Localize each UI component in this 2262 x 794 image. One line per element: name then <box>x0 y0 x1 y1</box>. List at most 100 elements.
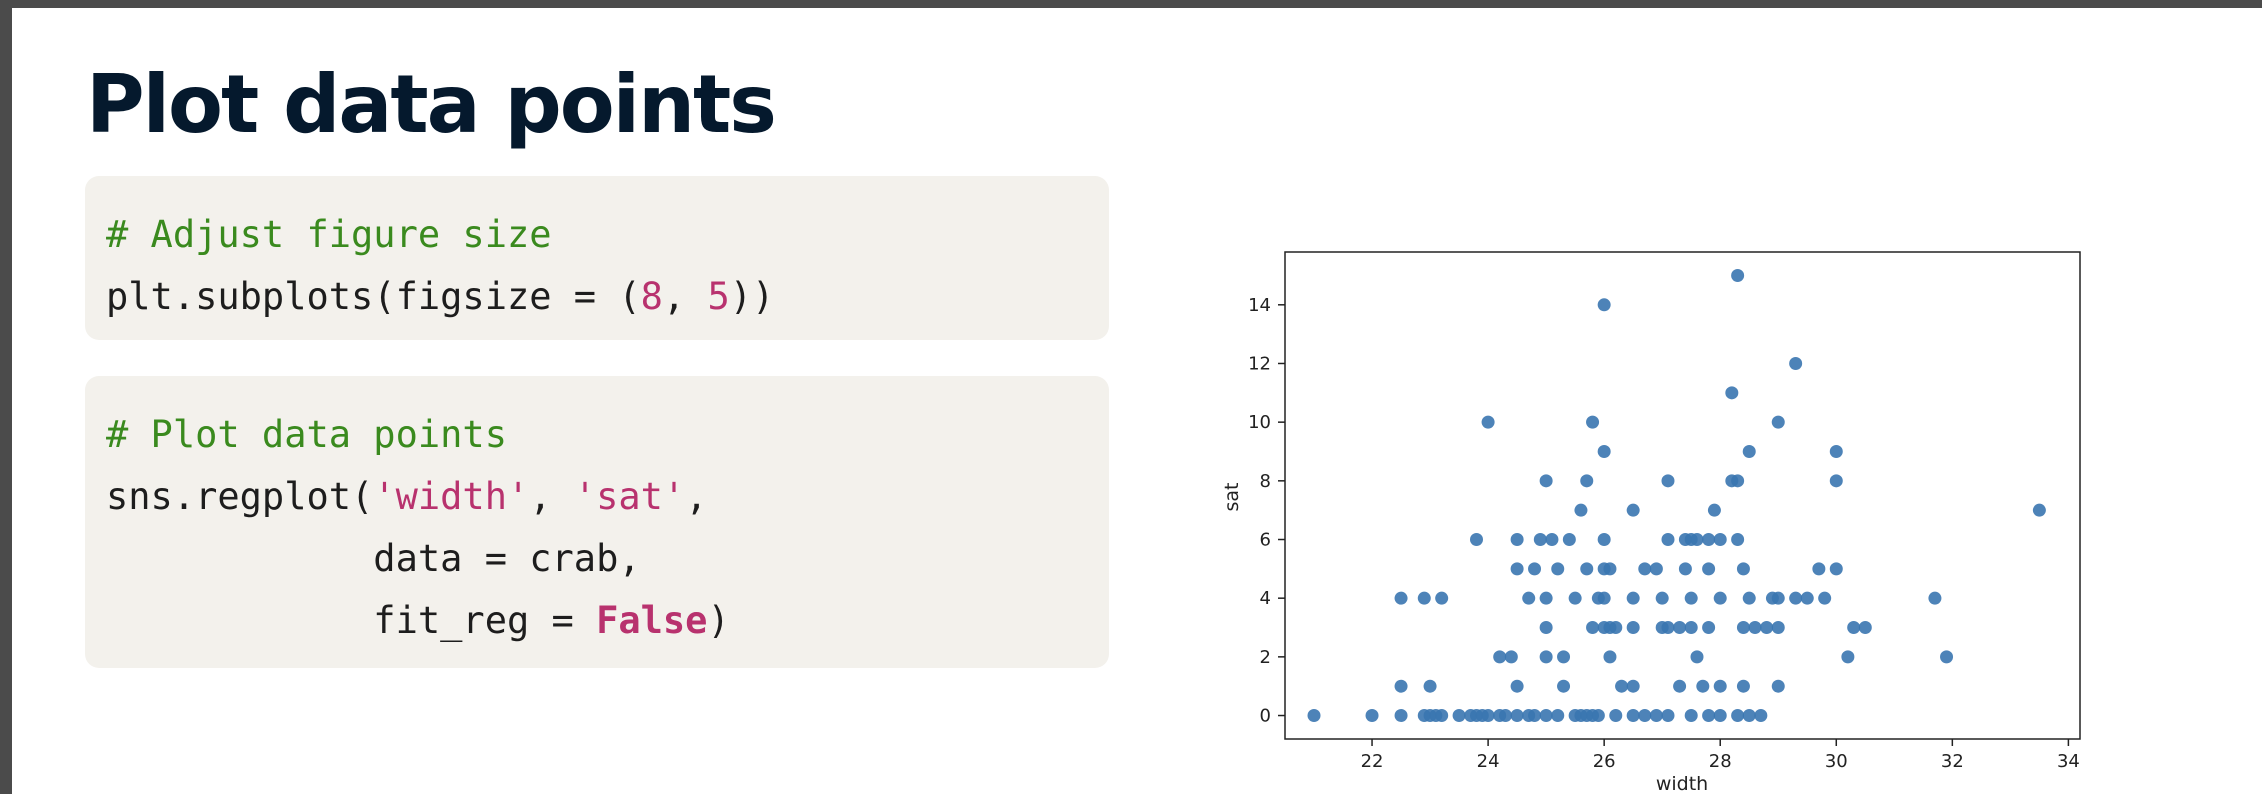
scatter-point <box>1690 650 1704 664</box>
code-token: 5 <box>707 275 730 318</box>
scatter-point <box>1603 650 1617 664</box>
scatter-point <box>1812 562 1826 576</box>
scatter-point <box>1829 474 1843 488</box>
scatter-point <box>1539 709 1553 723</box>
code-token: ) <box>707 599 730 642</box>
y-tick-label: 2 <box>1260 647 1271 668</box>
y-tick-label: 10 <box>1248 412 1271 433</box>
scatter-point <box>1586 415 1600 429</box>
scatter-point <box>1307 709 1321 723</box>
y-axis-label: sat <box>1221 483 1243 512</box>
scatter-point <box>1504 650 1518 664</box>
scatter-point <box>1597 444 1611 458</box>
scatter-point <box>1678 562 1692 576</box>
scatter-point <box>1684 591 1698 605</box>
scatter-point <box>1510 562 1524 576</box>
scatter-point <box>1661 621 1675 635</box>
code-token: 'width' <box>373 475 530 518</box>
scatter-point <box>1673 679 1687 693</box>
x-tick-label: 24 <box>1477 751 1500 772</box>
scatter-point <box>1452 709 1466 723</box>
scatter-point <box>1539 474 1553 488</box>
scatter-point <box>1586 621 1600 635</box>
code-line: data = crab, <box>106 528 1109 590</box>
scatter-point <box>1394 591 1408 605</box>
code-block-figsize: # Adjust figure size plt.subplots(figsize… <box>85 176 1109 340</box>
scatter-point <box>1423 679 1437 693</box>
x-axis-label: width <box>1656 773 1708 794</box>
scatter-point <box>1469 533 1483 547</box>
scatter-point <box>1789 591 1803 605</box>
code-line: fit_reg = False) <box>106 590 1109 652</box>
x-tick-label: 32 <box>1941 751 1964 772</box>
code-token: 'sat' <box>573 475 686 518</box>
scatter-point <box>1731 709 1745 723</box>
plot-area <box>1284 251 2081 740</box>
scatter-point <box>2032 503 2046 517</box>
y-tick-label: 4 <box>1260 588 1271 609</box>
code-token: , <box>685 475 708 518</box>
scatter-point <box>1748 621 1762 635</box>
y-tick-label: 14 <box>1248 295 1271 316</box>
code-token: plt.subplots(figsize = ( <box>106 275 641 318</box>
code-line: # Plot data points <box>106 404 1109 466</box>
y-tick-label: 6 <box>1260 530 1271 551</box>
scatter-point <box>1545 533 1559 547</box>
code-line: sns.regplot('width', 'sat', <box>106 466 1109 528</box>
scatter-point <box>1713 709 1727 723</box>
code-block-regplot: # Plot data points sns.regplot('width', '… <box>85 376 1109 668</box>
scatter-point <box>1731 268 1745 282</box>
scatter-point <box>1394 679 1408 693</box>
scatter-point <box>1725 386 1739 400</box>
scatter-point <box>1609 621 1623 635</box>
scatter-point <box>1661 474 1675 488</box>
scatter-point <box>1626 679 1640 693</box>
x-tick-label: 22 <box>1361 751 1384 772</box>
scatter-point <box>1702 562 1716 576</box>
code-line: # Adjust figure size <box>106 204 1109 266</box>
scatter-point <box>1940 650 1954 664</box>
scatter-point <box>1499 709 1513 723</box>
code-token: # Plot data points <box>106 413 507 456</box>
scatter-point <box>1591 709 1605 723</box>
scatter-point <box>1522 591 1536 605</box>
code-token: fit_reg = <box>106 599 597 642</box>
scatter-point <box>1771 621 1785 635</box>
scatter-point <box>1702 533 1716 547</box>
scatter-point <box>1597 591 1611 605</box>
scatter-point <box>1800 591 1814 605</box>
scatter-point <box>1771 415 1785 429</box>
code-token: , <box>529 475 574 518</box>
scatter-point <box>1539 621 1553 635</box>
scatter-point <box>1580 474 1594 488</box>
code-token: sns.regplot( <box>106 475 374 518</box>
code-token: data = crab, <box>106 537 641 580</box>
scatter-point <box>1638 562 1652 576</box>
scatter-point <box>1754 709 1768 723</box>
scatter-point <box>1638 709 1652 723</box>
code-token: 8 <box>640 275 663 318</box>
scatter-point <box>1493 650 1507 664</box>
scatter-point <box>1626 621 1640 635</box>
scatter-point <box>1684 621 1698 635</box>
x-tick-label: 34 <box>2057 751 2080 772</box>
scatter-point <box>1736 679 1750 693</box>
scatter-point <box>1847 621 1861 635</box>
scatter-point <box>1713 591 1727 605</box>
code-token: , <box>662 275 708 318</box>
scatter-point <box>1731 474 1745 488</box>
scatter-point <box>1597 533 1611 547</box>
scatter-point <box>1742 591 1756 605</box>
scatter-point <box>1626 503 1640 517</box>
code-token: False <box>596 599 708 642</box>
scatter-point <box>1539 591 1553 605</box>
scatter-point <box>1789 356 1803 370</box>
scatter-point <box>1528 709 1542 723</box>
code-token: # Adjust figure size <box>106 213 552 256</box>
scatter-point <box>1742 444 1756 458</box>
scatter-point <box>1510 709 1524 723</box>
scatter-point <box>1562 533 1576 547</box>
scatter-point <box>1673 621 1687 635</box>
scatter-point <box>1684 709 1698 723</box>
scatter-point <box>1707 503 1721 517</box>
